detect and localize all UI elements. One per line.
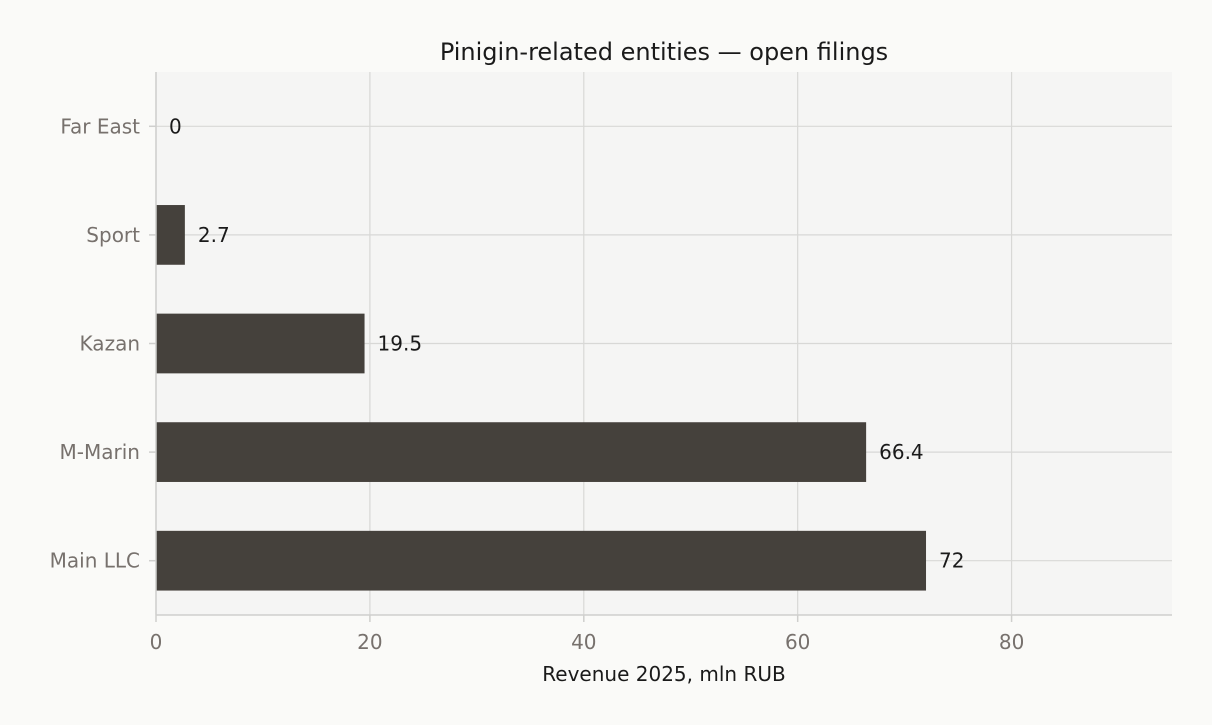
x-tick-label: 0 [150, 630, 163, 654]
bar [156, 313, 365, 374]
y-tick-label: M-Marin [60, 440, 140, 464]
data-label: 66.4 [879, 440, 924, 464]
y-tick-label: Far East [60, 114, 140, 138]
bars [156, 205, 927, 591]
x-axis-title: Revenue 2025, mln RUB [542, 662, 785, 686]
x-tick-label: 20 [357, 630, 382, 654]
x-tick-label: 80 [999, 630, 1024, 654]
y-tick-label: Main LLC [50, 549, 140, 573]
axes [149, 72, 1172, 622]
chart-title: Pinigin-related entities — open filings [440, 38, 888, 66]
x-tick-label: 40 [571, 630, 596, 654]
y-tick-label: Sport [86, 223, 140, 247]
data-label: 2.7 [198, 223, 230, 247]
data-label: 0 [169, 114, 182, 138]
bar [156, 422, 867, 482]
bar [156, 530, 927, 591]
x-tick-label: 60 [785, 630, 810, 654]
data-label: 19.5 [378, 332, 423, 356]
data-label: 72 [939, 549, 964, 573]
labels: Main LLC M-Marin Kazan Sport Far East 0 20 40 60… [50, 114, 1025, 654]
bar [156, 205, 185, 265]
y-tick-label: Kazan [80, 332, 140, 356]
